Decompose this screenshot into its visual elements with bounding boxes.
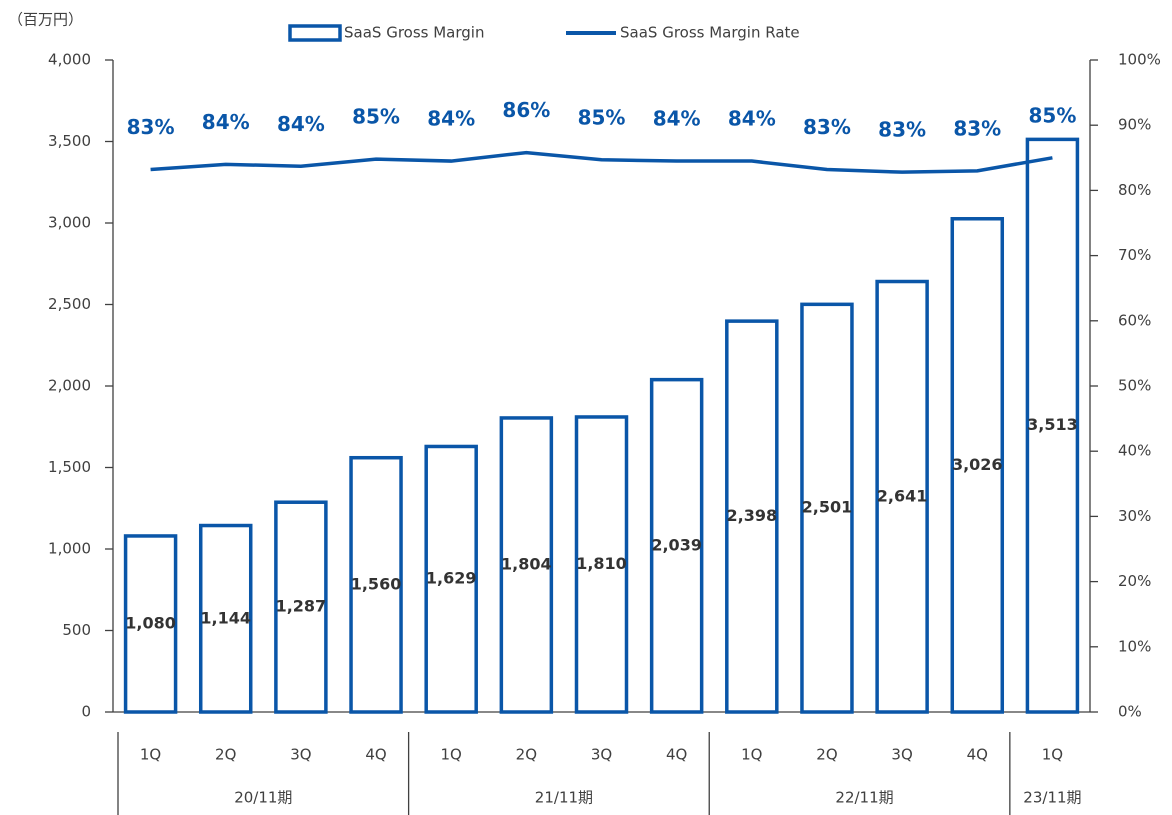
x-tick-label: 4Q (365, 746, 386, 764)
y-tick-label: 1,500 (48, 458, 91, 476)
y2-tick-label: 30% (1118, 507, 1151, 525)
y-tick-label: 4,000 (48, 51, 91, 69)
rate-value-label: 83% (127, 115, 175, 139)
x-tick-label: 3Q (290, 746, 311, 764)
y2-tick-label: 40% (1118, 442, 1151, 460)
y2-tick-label: 70% (1118, 246, 1151, 264)
bar (1025, 137, 1080, 714)
x-tick-label: 2Q (816, 746, 837, 764)
y2-tick-label: 50% (1118, 377, 1151, 395)
y-tick-label: 2,000 (48, 377, 91, 395)
bar (274, 500, 328, 714)
bar-value-label: 1,080 (125, 613, 176, 632)
x-group-label: 23/11期 (1023, 789, 1081, 807)
bar-value-label: 1,810 (576, 554, 627, 573)
y-tick-label: 3,000 (48, 214, 91, 232)
bar-value-label: 3,513 (1027, 415, 1078, 434)
x-tick-label: 2Q (516, 746, 537, 764)
rate-value-label: 85% (352, 105, 400, 129)
bar (574, 415, 629, 714)
x-tick-label: 2Q (215, 746, 236, 764)
rate-value-label: 84% (427, 107, 475, 131)
y2-tick-label: 100% (1118, 51, 1161, 69)
bar (649, 377, 704, 714)
y2-tick-label: 80% (1118, 181, 1151, 199)
bar (800, 302, 854, 714)
bar-value-label: 1,560 (351, 574, 402, 593)
bar (950, 217, 1005, 714)
bar (123, 534, 178, 714)
y-tick-label: 0 (81, 703, 91, 721)
y2-tick-label: 20% (1118, 572, 1151, 590)
bar-value-label: 1,804 (501, 554, 552, 573)
y2-tick-label: 90% (1118, 116, 1151, 134)
bar (875, 279, 929, 714)
y2-tick-label: 60% (1118, 311, 1151, 329)
x-group-label: 22/11期 (835, 789, 893, 807)
bar-value-label: 1,629 (426, 569, 477, 588)
x-tick-label: 1Q (1042, 746, 1063, 764)
bar-value-label: 1,287 (276, 597, 327, 616)
x-tick-label: 4Q (967, 746, 988, 764)
bar (198, 523, 253, 714)
bar-value-label: 2,398 (727, 506, 778, 525)
x-group-label: 21/11期 (535, 789, 593, 807)
rate-value-label: 85% (1028, 103, 1076, 127)
bar-value-label: 2,641 (877, 486, 928, 505)
y2-tick-label: 10% (1118, 637, 1151, 655)
bar (424, 444, 478, 714)
bar-value-label: 3,026 (952, 455, 1003, 474)
x-tick-label: 1Q (441, 746, 462, 764)
rate-value-label: 86% (502, 98, 550, 122)
x-tick-label: 1Q (140, 746, 161, 764)
rate-value-label: 84% (202, 110, 250, 134)
rate-line (150, 150, 1053, 174)
rate-value-label: 84% (277, 112, 325, 136)
bar (349, 455, 403, 714)
rate-value-label: 85% (578, 105, 626, 129)
rate-value-label: 83% (878, 118, 926, 142)
rate-value-label: 83% (803, 115, 851, 139)
y-tick-label: 500 (62, 621, 91, 639)
y2-tick-label: 0% (1118, 703, 1142, 721)
legend-label: SaaS Gross Margin Rate (620, 24, 800, 42)
rate-value-label: 84% (653, 107, 701, 131)
x-group-label: 20/11期 (234, 789, 292, 807)
bar-value-label: 1,144 (200, 608, 251, 627)
bar-value-label: 2,501 (802, 498, 853, 517)
bar (499, 416, 554, 714)
y-tick-label: 3,500 (48, 132, 91, 150)
legend-label: SaaS Gross Margin (344, 24, 484, 42)
y-tick-label: 1,000 (48, 540, 91, 558)
x-tick-label: 3Q (891, 746, 912, 764)
bar (725, 319, 779, 714)
rate-value-label: 84% (728, 107, 776, 131)
rate-value-label: 83% (953, 116, 1001, 140)
x-tick-label: 3Q (591, 746, 612, 764)
bar-value-label: 2,039 (651, 535, 702, 554)
legend-swatch (288, 24, 342, 42)
y-axis-label: （百万円） (8, 11, 83, 29)
x-tick-label: 4Q (666, 746, 687, 764)
x-tick-label: 1Q (741, 746, 762, 764)
y-tick-label: 2,500 (48, 295, 91, 313)
